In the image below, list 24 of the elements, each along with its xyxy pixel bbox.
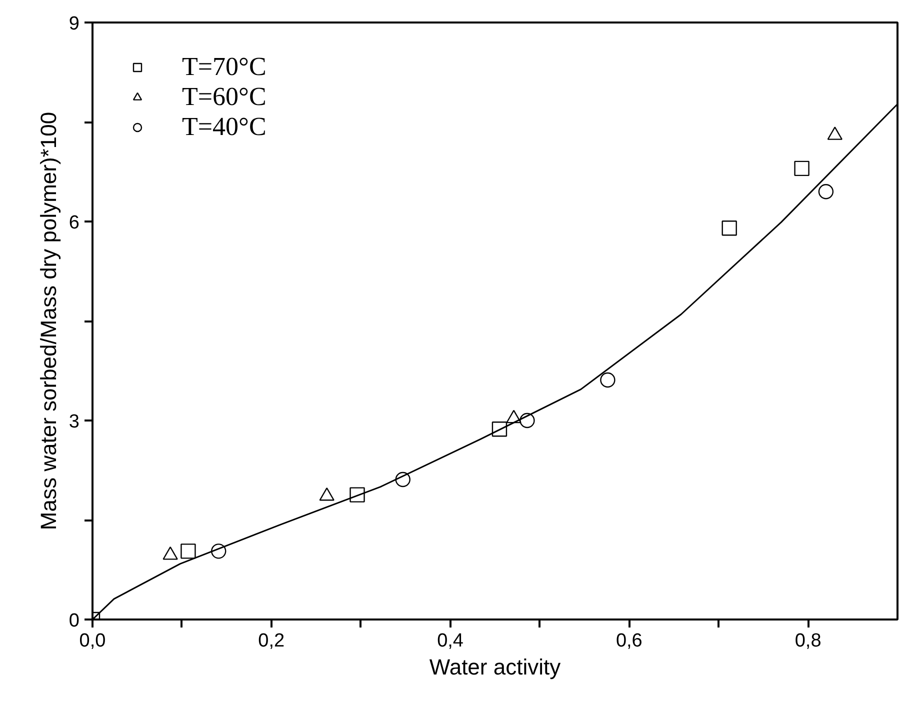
y-axis-title: Mass water sorbed/Mass dry polymer)*100 (36, 112, 61, 530)
x-tick-label: 0,8 (794, 630, 822, 652)
point (722, 220, 737, 236)
point (600, 372, 616, 388)
y-tick-label: 9 (68, 14, 80, 34)
legend-label: T=40°C (182, 112, 266, 142)
y-tick-label: 6 (68, 212, 80, 234)
legend-label: T=70°C (182, 52, 266, 82)
point (211, 544, 226, 559)
x-axis-title: Water activity (429, 654, 561, 680)
point (818, 184, 834, 200)
x-tick-label: 0,0 (79, 630, 106, 652)
legend-label: T=60°C (182, 82, 266, 112)
point (180, 544, 196, 559)
x-tick-label: 0,2 (258, 630, 285, 652)
x-tick-label: 0,6 (616, 630, 642, 652)
point (794, 160, 810, 176)
y-tick-label: 0 (68, 610, 80, 632)
point (520, 412, 535, 428)
x-tick-label: 0,4 (437, 630, 464, 652)
point (395, 472, 410, 488)
y-tick-label: 3 (68, 412, 80, 432)
point (492, 422, 508, 437)
point (350, 487, 365, 502)
